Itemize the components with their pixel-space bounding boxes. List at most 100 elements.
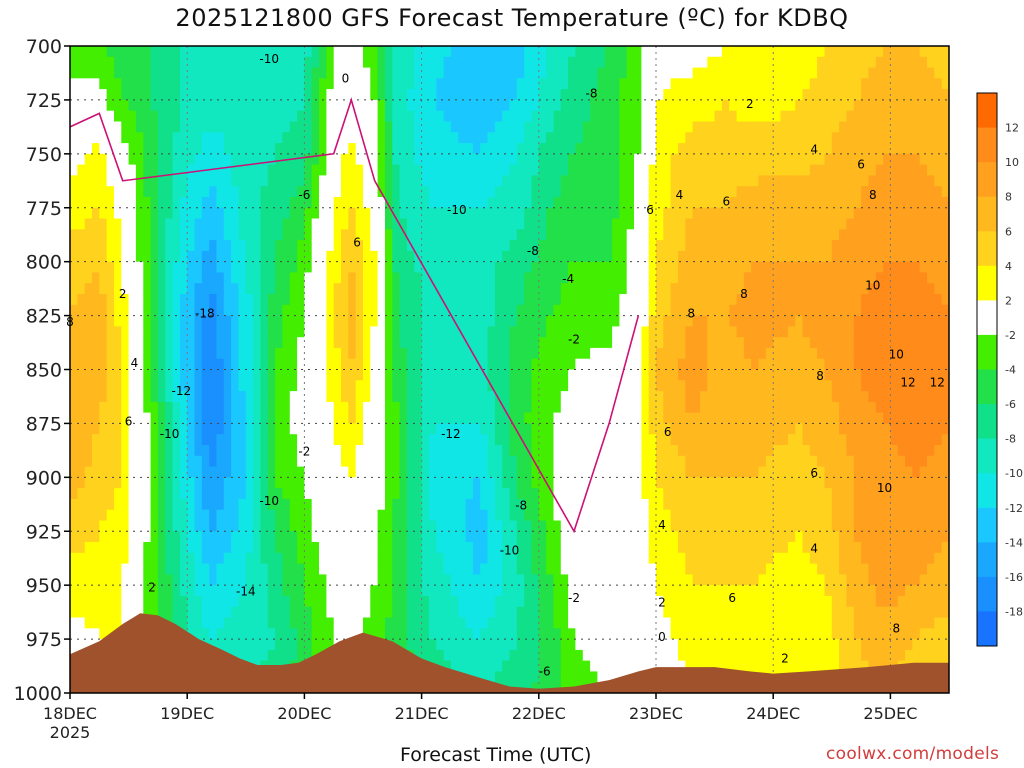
temp-cell bbox=[370, 380, 379, 392]
temp-cell bbox=[355, 186, 364, 198]
temp-cell bbox=[370, 542, 379, 554]
temp-cell bbox=[341, 261, 349, 274]
temp-cell bbox=[612, 369, 621, 381]
temp-cell bbox=[70, 509, 78, 522]
temp-cell bbox=[194, 283, 203, 295]
temp-cell bbox=[99, 563, 108, 575]
temp-cell bbox=[289, 337, 298, 349]
temp-cell bbox=[121, 56, 130, 69]
temp-cell bbox=[414, 509, 423, 522]
temp-cell bbox=[201, 78, 210, 90]
temp-cell bbox=[531, 337, 540, 349]
temp-cell bbox=[179, 304, 188, 317]
temp-cell bbox=[670, 542, 679, 554]
temp-cell bbox=[436, 229, 445, 241]
temp-cell bbox=[275, 639, 284, 651]
temp-cell bbox=[267, 326, 276, 338]
temp-cell bbox=[370, 434, 379, 446]
temp-cell bbox=[385, 207, 393, 220]
temp-cell bbox=[253, 531, 262, 543]
temp-cell bbox=[516, 186, 525, 198]
temp-cell bbox=[187, 283, 196, 295]
temp-cell bbox=[355, 520, 364, 532]
temp-cell bbox=[443, 197, 452, 209]
temp-cell bbox=[494, 283, 503, 295]
temp-cell bbox=[648, 520, 657, 532]
temp-cell bbox=[143, 315, 152, 327]
temp-cell bbox=[626, 283, 635, 295]
temp-cell bbox=[348, 110, 357, 123]
temp-cell bbox=[436, 99, 445, 112]
temp-cell bbox=[135, 520, 144, 532]
temp-cell bbox=[370, 186, 379, 198]
temp-cell bbox=[238, 67, 247, 79]
temp-cell bbox=[209, 197, 218, 209]
temp-cell bbox=[531, 197, 540, 209]
temp-cell bbox=[165, 294, 174, 306]
temp-cell bbox=[604, 132, 613, 144]
temp-cell bbox=[634, 466, 642, 478]
temp-cell bbox=[187, 337, 196, 349]
temp-cell bbox=[502, 488, 511, 500]
temp-cell bbox=[524, 261, 533, 274]
temp-cell bbox=[516, 164, 525, 176]
temp-cell bbox=[363, 143, 371, 155]
temp-cell bbox=[538, 509, 547, 522]
temp-cell bbox=[253, 132, 262, 144]
temp-cell bbox=[216, 46, 225, 58]
temp-cell bbox=[538, 380, 547, 392]
temp-cell bbox=[216, 240, 225, 252]
temp-cell bbox=[421, 574, 430, 586]
temp-cell bbox=[245, 401, 254, 414]
temp-cell bbox=[494, 466, 503, 478]
temp-cell bbox=[377, 606, 386, 619]
temp-cell bbox=[238, 89, 247, 101]
temp-cell bbox=[194, 498, 203, 511]
temp-cell bbox=[289, 520, 298, 532]
temp-cell bbox=[450, 272, 459, 284]
temp-cell bbox=[590, 595, 599, 608]
temp-cell bbox=[487, 294, 496, 306]
temp-cell bbox=[194, 121, 203, 133]
temp-cell bbox=[678, 67, 686, 79]
temp-cell bbox=[223, 315, 232, 327]
temp-cell bbox=[421, 326, 430, 338]
temp-cell bbox=[531, 294, 540, 306]
temp-cell bbox=[245, 455, 254, 468]
temp-cell bbox=[172, 585, 181, 597]
temp-cell bbox=[612, 132, 621, 144]
temp-cell bbox=[392, 121, 401, 133]
temp-cell bbox=[150, 369, 159, 381]
temp-cell bbox=[553, 218, 562, 230]
temp-cell bbox=[77, 466, 86, 478]
temp-cell bbox=[333, 110, 342, 123]
temp-cell bbox=[172, 240, 181, 252]
temp-cell bbox=[238, 488, 247, 500]
temp-cell bbox=[179, 358, 188, 371]
temp-cell bbox=[465, 315, 474, 327]
temp-cell bbox=[135, 240, 144, 252]
temp-cell bbox=[363, 380, 371, 392]
temp-cell bbox=[165, 574, 174, 586]
temp-cell bbox=[604, 380, 613, 392]
temp-cell bbox=[392, 401, 401, 414]
temp-cell bbox=[194, 89, 203, 101]
temp-cell bbox=[267, 304, 276, 317]
temp-cell bbox=[480, 272, 489, 284]
temp-cell bbox=[487, 498, 496, 511]
temp-cell bbox=[187, 369, 196, 381]
temp-cell bbox=[114, 412, 122, 424]
temp-cell bbox=[304, 369, 313, 381]
temp-cell bbox=[582, 401, 591, 414]
temp-cell bbox=[458, 401, 467, 414]
temp-cell bbox=[626, 628, 635, 640]
temp-cell bbox=[502, 509, 511, 522]
temp-cell bbox=[656, 261, 664, 274]
temp-cell bbox=[538, 347, 547, 360]
temp-cell bbox=[114, 186, 122, 198]
temp-cell bbox=[92, 99, 100, 112]
temp-cell bbox=[538, 531, 547, 543]
temp-cell bbox=[546, 283, 555, 295]
temp-cell bbox=[253, 207, 262, 220]
temp-cell bbox=[428, 509, 437, 522]
